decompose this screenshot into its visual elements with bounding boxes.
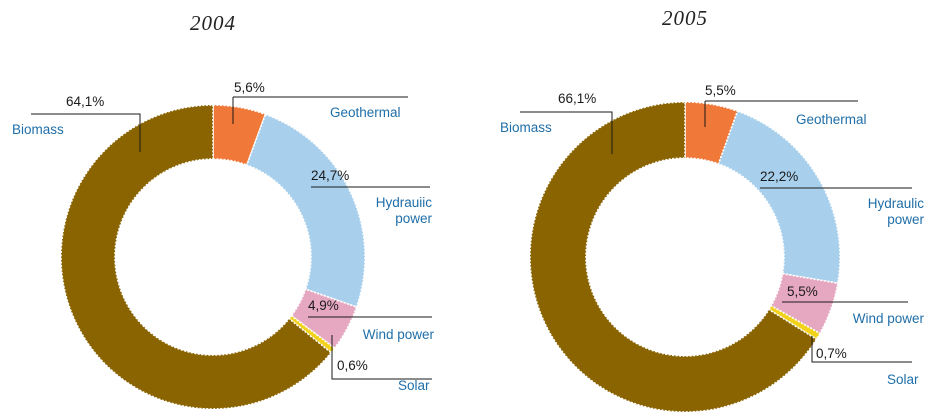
category-label-biomass-2004: Biomass	[12, 122, 64, 137]
value-label-wind-power-2004: 4,9%	[308, 298, 339, 313]
category-label-biomass-2005: Biomass	[500, 120, 552, 135]
category-label-geothermal-2005: Geothermal	[796, 112, 867, 127]
slice-biomass-2005	[529, 101, 818, 413]
value-label-hydraulic-power-2005: 22,2%	[760, 169, 798, 184]
slice-hydraulic-power-2005	[717, 110, 841, 285]
donut-chart-2004: 2004 64,1%Biomass 5,6% Geothermal 24,7% Hydra…	[12, 11, 435, 410]
value-label-geothermal-2004: 5,6%	[234, 80, 265, 95]
slice-biomass-2004	[60, 104, 333, 410]
value-label-biomass-2004: 64,1%	[66, 94, 104, 109]
category-label-hydraulic-power-2004: Hydrauiic power	[376, 195, 433, 226]
leader-line-solar-2005	[811, 336, 912, 363]
value-label-biomass-2005: 66,1%	[558, 91, 596, 106]
value-label-geothermal-2005: 5,5%	[705, 83, 736, 98]
value-label-solar-2004: 0,6%	[337, 358, 368, 373]
chart-title-2005: 2005	[662, 6, 708, 30]
category-label-hydraulic-power-2005: Hydraulic power	[868, 196, 925, 227]
donut-chart-2005: 2005 66,1% Biomass 5,5% Geothermal 22,2% Hydra…	[500, 6, 925, 413]
leader-line-biomass-2004	[31, 113, 141, 152]
slice-hydraulic-power-2004	[245, 113, 366, 308]
value-label-solar-2005: 0,7%	[816, 346, 847, 361]
value-label-hydraulic-power-2004: 24,7%	[311, 168, 349, 183]
chart-title-2004: 2004	[190, 11, 236, 35]
category-label-solar-2004: Solar	[398, 378, 430, 393]
category-label-wind-power-2005: Wind power	[853, 311, 925, 326]
category-label-solar-2005: Solar	[887, 372, 919, 387]
category-label-geothermal-2004: Geothermal	[330, 105, 401, 120]
slice-wind-power-2004	[290, 288, 358, 350]
value-label-wind-power-2005: 5,5%	[787, 284, 818, 299]
slice-solar-2005	[767, 304, 821, 341]
leader-line-solar-2004	[331, 335, 432, 380]
leader-line-biomass-2005	[520, 111, 613, 154]
category-label-wind-power-2004: Wind power	[363, 327, 435, 342]
